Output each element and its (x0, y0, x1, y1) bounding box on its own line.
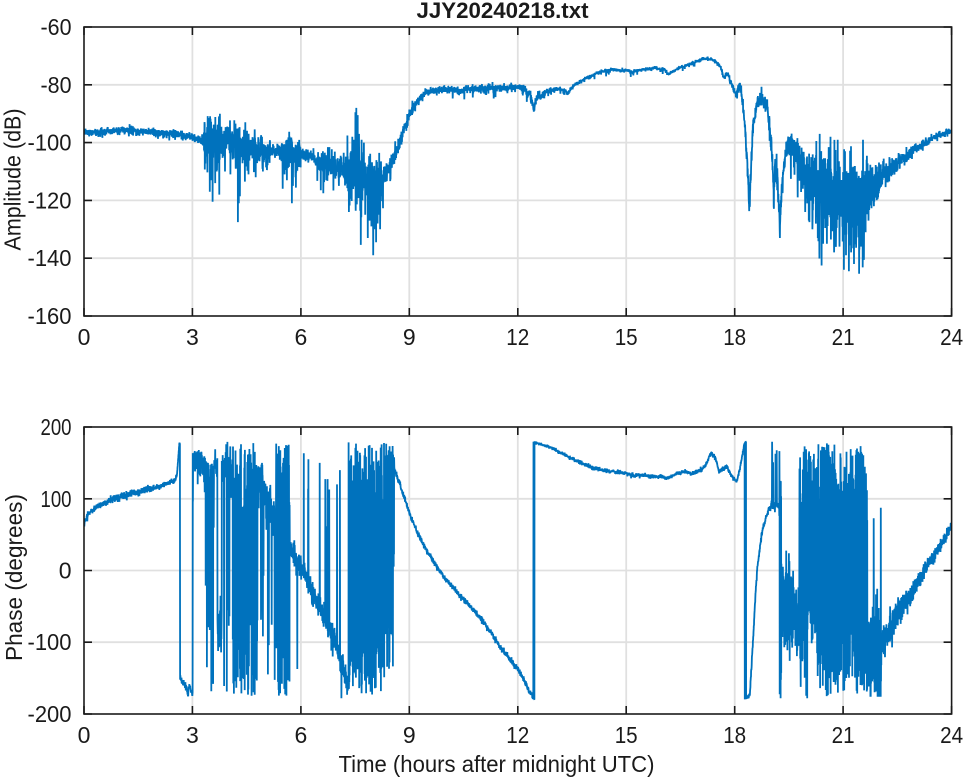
svg-text:9: 9 (403, 722, 416, 748)
svg-text:-200: -200 (28, 701, 72, 727)
svg-text:-100: -100 (28, 629, 72, 655)
svg-text:-60: -60 (41, 14, 72, 40)
svg-text:Time (hours after midnight UTC: Time (hours after midnight UTC) (339, 751, 655, 777)
svg-text:12: 12 (506, 324, 529, 350)
svg-text:3: 3 (186, 324, 199, 350)
svg-text:6: 6 (295, 722, 308, 748)
svg-text:-80: -80 (41, 72, 72, 98)
svg-text:100: 100 (41, 486, 72, 512)
svg-text:15: 15 (615, 722, 638, 748)
svg-text:-140: -140 (28, 245, 72, 271)
svg-text:Phase (degrees): Phase (degrees) (1, 494, 27, 661)
svg-text:24: 24 (940, 324, 963, 350)
svg-text:200: 200 (41, 414, 72, 440)
svg-text:-100: -100 (28, 130, 72, 156)
svg-text:-160: -160 (28, 303, 72, 329)
svg-text:21: 21 (832, 722, 855, 748)
svg-text:0: 0 (78, 324, 91, 350)
svg-text:3: 3 (186, 722, 199, 748)
svg-text:-120: -120 (28, 187, 72, 213)
svg-text:21: 21 (832, 324, 855, 350)
svg-text:0: 0 (59, 558, 72, 584)
svg-text:6: 6 (295, 324, 308, 350)
svg-text:12: 12 (506, 722, 529, 748)
svg-text:0: 0 (78, 722, 91, 748)
svg-text:18: 18 (723, 324, 746, 350)
svg-text:9: 9 (403, 324, 416, 350)
svg-text:24: 24 (940, 722, 963, 748)
svg-text:JJY20240218.txt: JJY20240218.txt (417, 0, 590, 23)
svg-text:Amplitude (dB): Amplitude (dB) (0, 109, 26, 251)
svg-text:15: 15 (615, 324, 638, 350)
svg-text:18: 18 (723, 722, 746, 748)
